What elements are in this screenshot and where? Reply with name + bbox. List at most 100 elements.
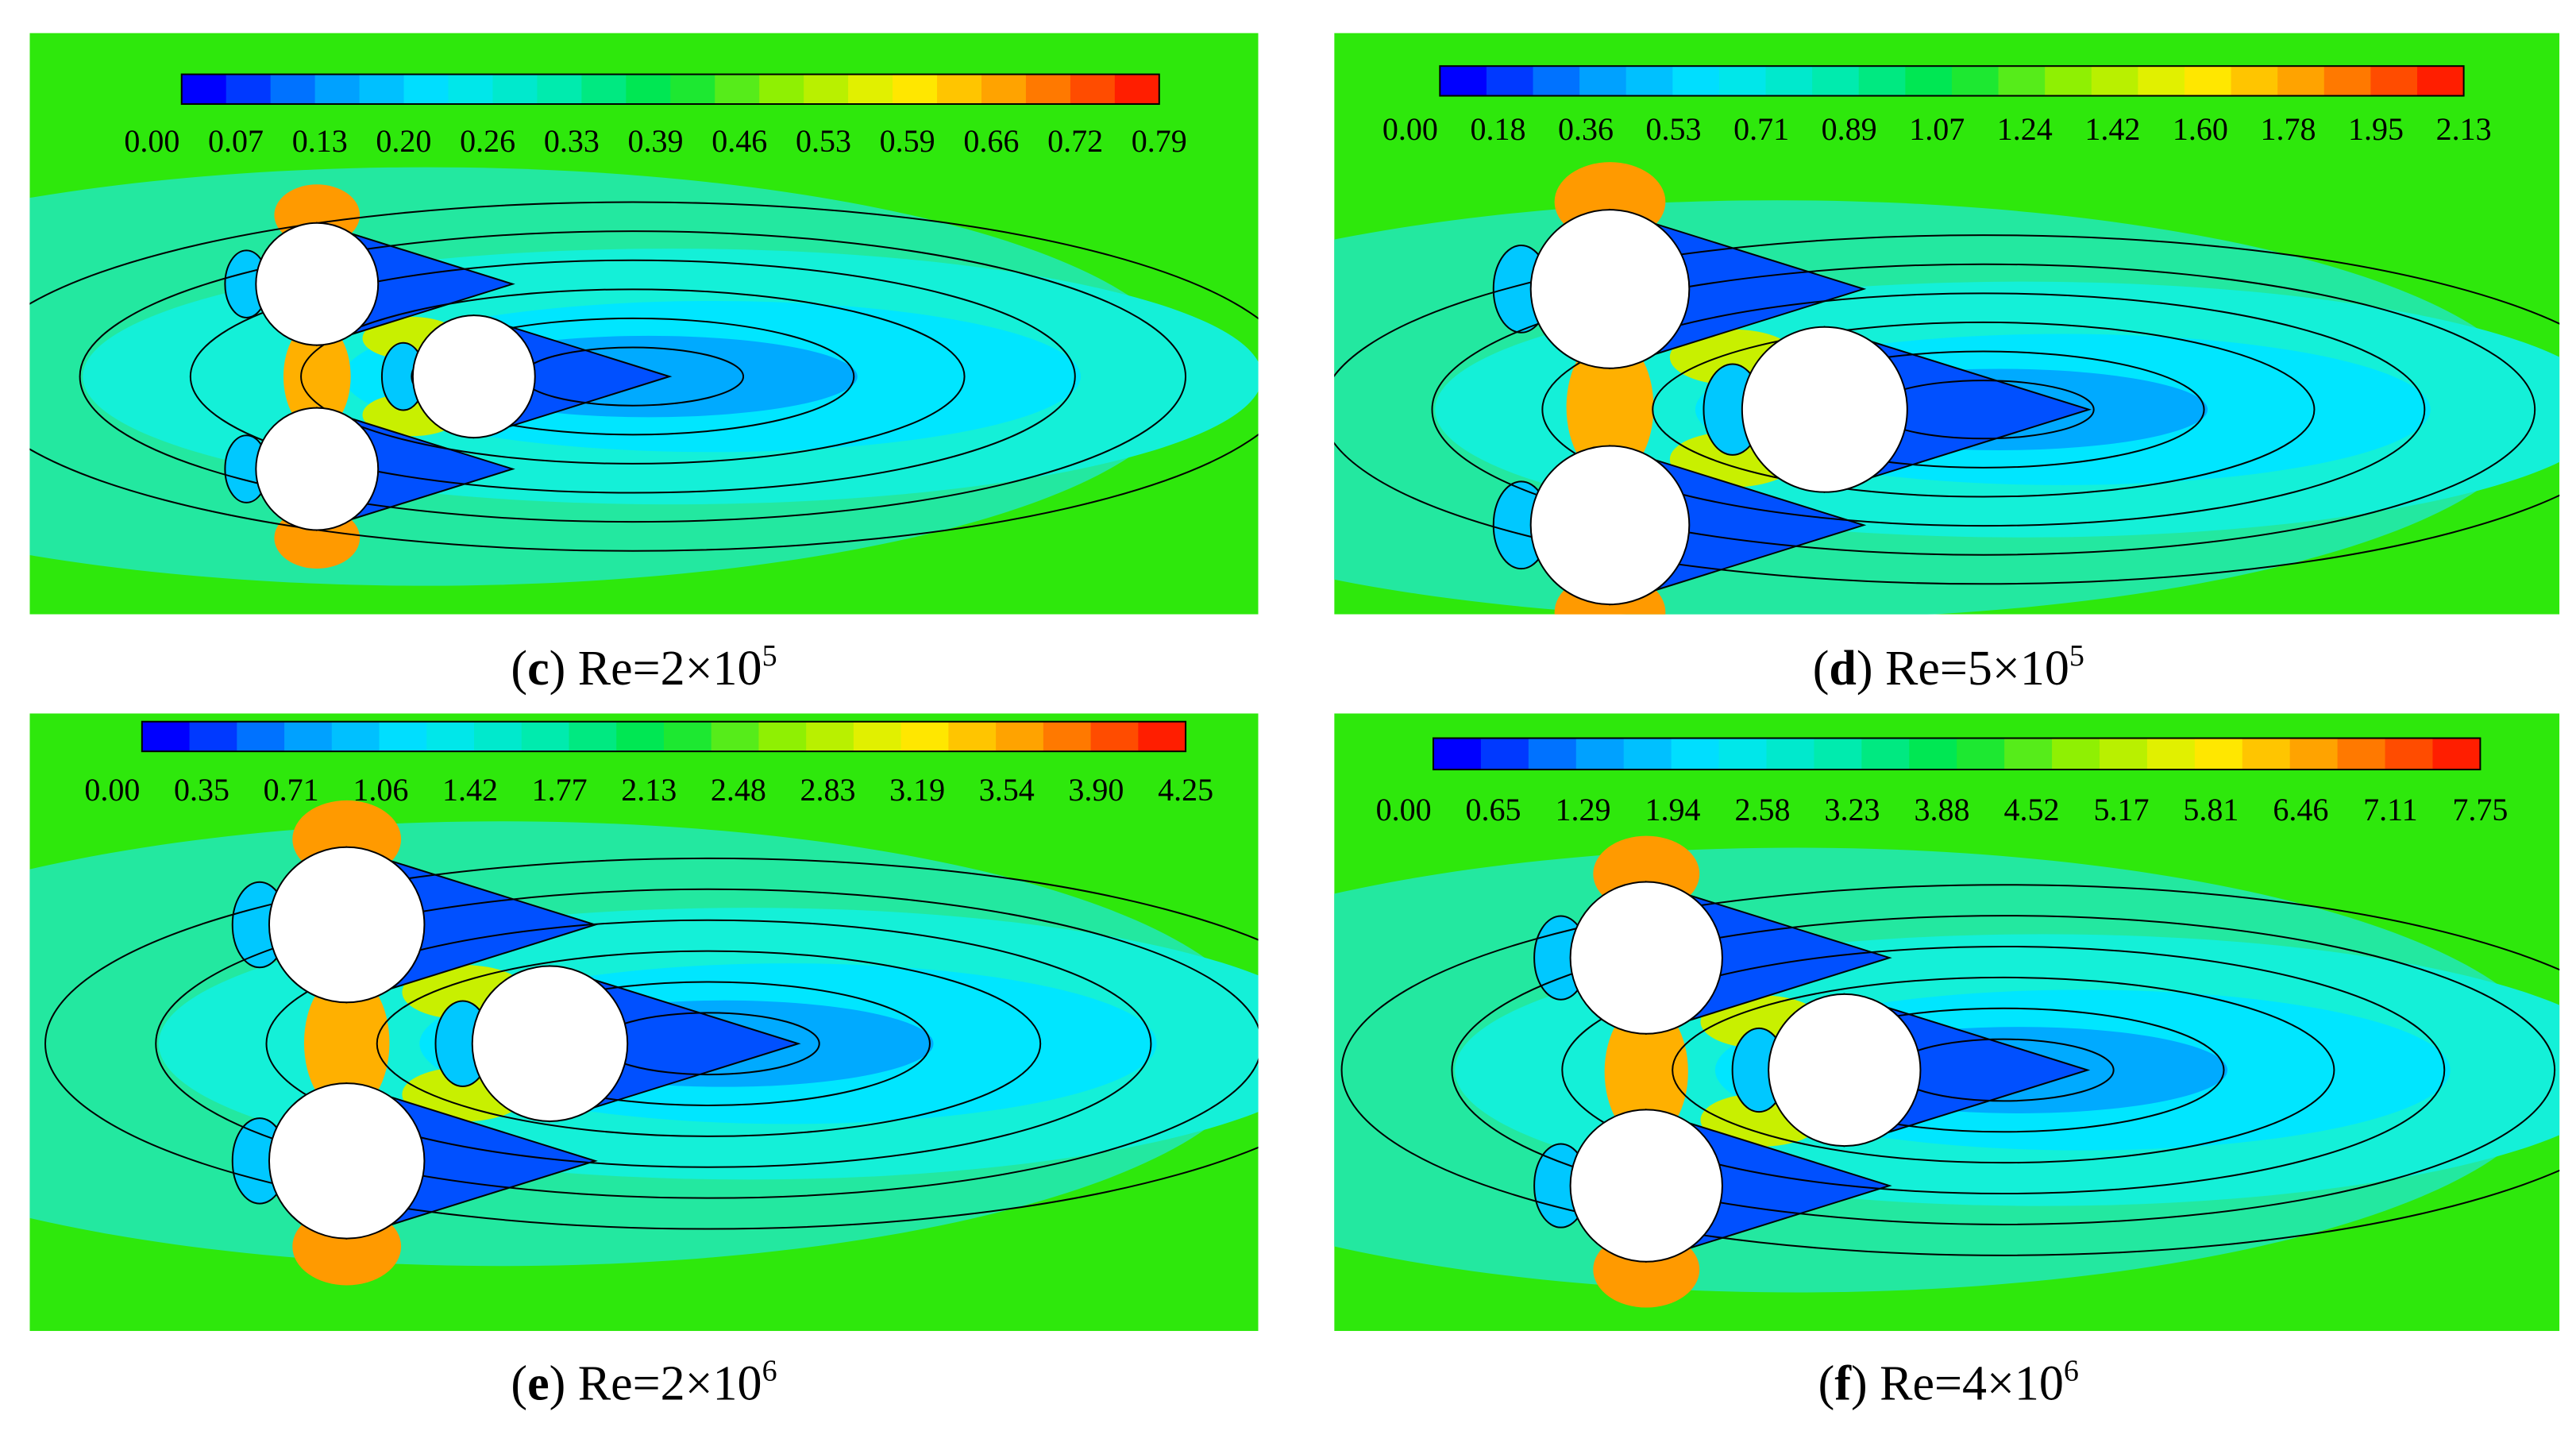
colorbar-tick-label: 0.46 bbox=[711, 123, 767, 159]
contour-line bbox=[376, 950, 1042, 1137]
colorbar-segment bbox=[1480, 738, 1529, 770]
colorbar-segment bbox=[981, 74, 1027, 105]
colorbar-segment bbox=[226, 74, 272, 105]
colorbar-segment bbox=[521, 721, 569, 752]
colorbar-tick-label: 1.24 bbox=[1997, 111, 2053, 147]
colorbar-segment bbox=[1718, 66, 1767, 96]
colorbar-frame bbox=[141, 720, 1187, 753]
colorbar-segment bbox=[492, 74, 538, 105]
colorbar-segment bbox=[1951, 66, 1999, 96]
colorbar-tick-label: 1.95 bbox=[2348, 111, 2404, 147]
colorbar-segment bbox=[379, 721, 427, 752]
colorbar-tick-label: 0.00 bbox=[1376, 792, 1432, 827]
cylinder bbox=[268, 846, 426, 1004]
caption-exponent: 6 bbox=[762, 1355, 777, 1388]
colorbar-segment bbox=[853, 721, 902, 752]
caption-label: c bbox=[527, 642, 550, 696]
colorbar-tick-label: 3.23 bbox=[1824, 792, 1880, 827]
colorbar-tick-label: 1.07 bbox=[1909, 111, 1965, 147]
colorbar-segment bbox=[2323, 66, 2371, 96]
colorbar-segment bbox=[189, 721, 237, 752]
colorbar-tick-label: 0.00 bbox=[1382, 111, 1438, 147]
colorbar-segment bbox=[1812, 66, 1860, 96]
colorbar-tick-label: 0.39 bbox=[628, 123, 684, 159]
colorbar-segment bbox=[581, 74, 627, 105]
colorbar-tick-label: 0.07 bbox=[208, 123, 264, 159]
colorbar-tick-label: 1.42 bbox=[2084, 111, 2140, 147]
colorbar-tick-label: 0.00 bbox=[124, 123, 179, 159]
colorbar-segment bbox=[1138, 721, 1186, 752]
colorbar-segment bbox=[663, 721, 712, 752]
contour-panel bbox=[29, 33, 1259, 615]
colorbar-tick-label: 0.71 bbox=[1733, 111, 1789, 147]
colorbar-segment bbox=[804, 74, 849, 105]
colorbar-segment bbox=[1623, 738, 1672, 770]
cylinder bbox=[255, 407, 380, 531]
colorbar-segment bbox=[1861, 738, 1910, 770]
caption-text: ( bbox=[511, 642, 527, 696]
colorbar-segment bbox=[1528, 738, 1577, 770]
colorbar-tick-label: 0.59 bbox=[880, 123, 935, 159]
colorbar-segment bbox=[2052, 738, 2100, 770]
colorbar-segment bbox=[141, 721, 191, 752]
colorbar-tick-label: 7.75 bbox=[2452, 792, 2508, 827]
contour-line bbox=[189, 259, 1076, 494]
colorbar-tick-label: 0.53 bbox=[1646, 111, 1702, 147]
contour-line bbox=[79, 230, 1187, 523]
contour-line bbox=[1541, 292, 2426, 527]
colorbar-frame bbox=[1439, 65, 2465, 97]
colorbar-segment bbox=[2194, 738, 2243, 770]
caption-label: f bbox=[1834, 1357, 1852, 1411]
colorbar-segment bbox=[1671, 738, 1720, 770]
colorbar-segment bbox=[1533, 66, 1580, 96]
colorbar-segment bbox=[1025, 74, 1071, 105]
colorbar-segment bbox=[626, 74, 671, 105]
colorbar-segment bbox=[403, 74, 449, 105]
contour-line bbox=[1561, 945, 2446, 1195]
colorbar-segment bbox=[270, 74, 316, 105]
colorbar-segment bbox=[314, 74, 361, 105]
colorbar-segment bbox=[715, 74, 760, 105]
contour-line bbox=[1672, 976, 2335, 1164]
colorbar-segment bbox=[2432, 738, 2481, 770]
colorbar-segment bbox=[2138, 66, 2185, 96]
colorbar-segment bbox=[900, 721, 949, 752]
cylinder bbox=[1569, 881, 1723, 1035]
colorbar-segment bbox=[1858, 66, 1906, 96]
caption: (c) Re=2×105 bbox=[511, 639, 777, 696]
colorbar-tick-label: 0.66 bbox=[963, 123, 1019, 159]
contour-line bbox=[300, 288, 966, 465]
caption-text: ( bbox=[1818, 1357, 1835, 1411]
colorbar-tick-label: 0.20 bbox=[376, 123, 431, 159]
caption-text: ) Re=2×10 bbox=[550, 1357, 762, 1411]
accel-zone bbox=[1566, 335, 1654, 479]
colorbar-segment bbox=[2277, 66, 2325, 96]
contour-line bbox=[1652, 321, 2316, 498]
colorbar-segment bbox=[2385, 738, 2433, 770]
colorbar-segment bbox=[1043, 721, 1092, 752]
colorbar-segment bbox=[1998, 66, 2046, 96]
colorbar-segment bbox=[670, 74, 715, 105]
cylinder bbox=[1529, 209, 1691, 369]
colorbar-tick-label: 0.18 bbox=[1470, 111, 1525, 147]
contour-line bbox=[29, 201, 1259, 552]
contour-panel bbox=[1334, 33, 2560, 615]
colorbar-segment bbox=[1114, 74, 1160, 105]
colorbar-segment bbox=[569, 721, 617, 752]
colorbar-segment bbox=[2184, 66, 2232, 96]
colorbar-tick-label: 0.89 bbox=[1822, 111, 1877, 147]
caption: (f) Re=4×106 bbox=[1818, 1355, 2079, 1411]
colorbar-segment bbox=[948, 721, 997, 752]
colorbar-segment bbox=[1814, 738, 1862, 770]
colorbar-tick-label: 1.78 bbox=[2260, 111, 2316, 147]
colorbar-segment bbox=[1579, 66, 1627, 96]
cylinder bbox=[255, 222, 380, 346]
caption-text: ) Re=5×10 bbox=[1857, 642, 2069, 696]
colorbar-tick-label: 4.52 bbox=[2003, 792, 2059, 827]
colorbar-segment bbox=[1957, 738, 2005, 770]
colorbar-segment bbox=[331, 721, 380, 752]
caption-exponent: 5 bbox=[762, 639, 777, 673]
colorbar-tick-label: 0.65 bbox=[1466, 792, 1521, 827]
colorbar-tick-label: 4.25 bbox=[1158, 772, 1213, 808]
